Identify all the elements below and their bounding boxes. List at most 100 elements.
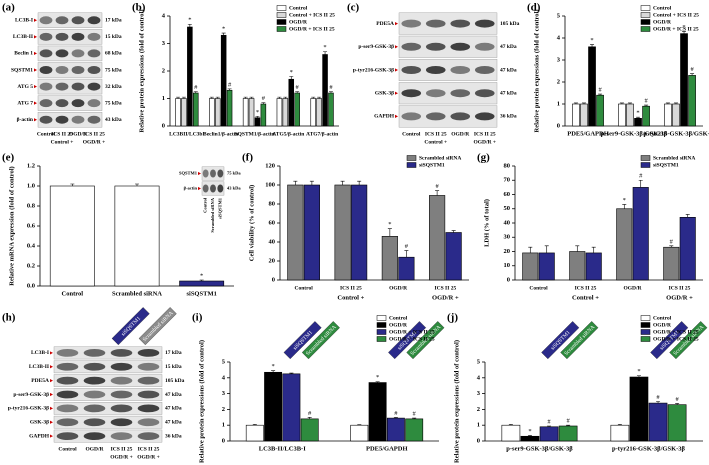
category-note: Control + <box>572 294 599 301</box>
significance-marker: # <box>262 95 266 102</box>
blot-band <box>56 376 79 385</box>
error-bar <box>328 91 333 93</box>
lane-label: OGD/R <box>85 446 104 452</box>
row-label: ATG 5 <box>17 84 33 90</box>
y-tick-label: 0 <box>162 122 165 129</box>
x-tick-label: ICS II 25 <box>340 285 362 291</box>
y-tick-label: 80 <box>269 200 276 207</box>
legend-swatch <box>276 5 287 11</box>
bar <box>181 98 187 127</box>
blot-strip <box>398 35 498 58</box>
error-bar <box>528 246 533 253</box>
x-tick-label: LC3BII/LC3bI <box>169 131 204 137</box>
bar <box>351 184 368 281</box>
y-tick-label: 3 <box>162 40 166 47</box>
blot-band <box>55 66 69 74</box>
blot-band <box>83 376 106 385</box>
error-bar <box>227 88 232 91</box>
error-bar <box>527 435 532 437</box>
category-note: OGD/R + <box>666 294 693 301</box>
legend-label: Scrambled siRNA <box>653 155 695 161</box>
tag-box <box>650 321 689 360</box>
bar <box>187 26 193 127</box>
y-tick-label: 2 <box>162 67 165 74</box>
legend-label: siSQSTM1 <box>653 162 679 168</box>
lane-label: Scrambled siRNA <box>210 197 215 232</box>
blot-band <box>39 99 53 108</box>
bar <box>616 208 633 281</box>
blot-band <box>137 349 160 357</box>
significance-marker: # <box>413 411 417 418</box>
blot-band <box>450 66 471 74</box>
significance-marker: # <box>308 410 312 417</box>
significance-marker: # <box>670 238 674 245</box>
bar <box>300 418 319 442</box>
y-axis-label: Relative protein expressions (fold of co… <box>533 10 540 133</box>
bar <box>322 54 328 127</box>
kda-label: 43 kDa <box>105 117 122 123</box>
legend-label: siSQSTM1 <box>419 162 445 168</box>
error-bar <box>295 91 300 93</box>
blot-band <box>56 349 79 357</box>
legend-label: OGD/R <box>653 322 672 328</box>
lane-label: OGD/R <box>451 131 470 137</box>
y-tick-label: 60 <box>504 191 511 198</box>
row-label: GAPDH <box>29 433 50 439</box>
kda-label: 47 kDa <box>165 406 182 412</box>
bar <box>580 103 588 127</box>
bar <box>405 418 424 442</box>
row-label: LC3B-II <box>29 364 49 370</box>
legend-label: Control + ICS II 25 <box>289 12 335 18</box>
bar <box>634 118 642 127</box>
y-tick-label: 40 <box>504 219 511 226</box>
blot-strip <box>53 388 163 401</box>
legend-swatch <box>276 19 287 25</box>
y-axis-label: Relative protein expressions (fold of co… <box>453 340 460 463</box>
bar <box>242 98 249 127</box>
panel-label: (b) <box>132 2 146 14</box>
kda-label: 105 kDa <box>165 378 185 384</box>
bar <box>175 98 181 127</box>
blot-band <box>110 362 133 371</box>
x-tick-label: LC3B-II/LC3B-I <box>259 445 306 452</box>
y-tick-label: 1 <box>557 100 560 107</box>
bar <box>381 236 398 281</box>
row-arrow <box>395 91 398 95</box>
y-tick-label: 0.2 <box>27 262 35 269</box>
row-arrow <box>34 118 37 122</box>
error-bar <box>283 96 288 99</box>
blot-band <box>39 49 53 58</box>
blot-band <box>401 112 422 121</box>
legend-swatch <box>406 155 417 161</box>
kda-label: 43 kDa <box>227 186 241 191</box>
bar <box>248 98 255 127</box>
blot-band <box>217 184 224 193</box>
row-arrow <box>198 186 201 191</box>
y-tick-label: 20 <box>269 257 276 264</box>
error-bar <box>317 96 322 99</box>
blot-band <box>110 432 133 440</box>
blot-strip <box>37 95 103 111</box>
legend-label: Control <box>289 5 308 11</box>
error-bar <box>682 31 687 34</box>
lane-note: OGD/R + <box>137 454 160 460</box>
lane-note: OGD/R + <box>83 139 106 145</box>
bar <box>260 103 267 127</box>
blot-band <box>474 66 495 74</box>
bar <box>522 252 539 281</box>
row-label: GSK-3β <box>30 419 49 425</box>
row-label: LC3B-I <box>15 18 33 24</box>
row-label: β-actin <box>17 117 33 123</box>
blot-band <box>110 376 133 385</box>
bar <box>501 424 521 442</box>
x-tick-label: PDE5/GAPDH <box>567 130 609 137</box>
error-bar <box>311 96 316 99</box>
kda-label: 68 kDa <box>105 51 122 57</box>
y-tick-label: 1 <box>222 422 225 429</box>
significance-marker: * <box>623 197 626 204</box>
x-tick-label: ATG7/β-actin <box>306 131 338 137</box>
error-bar <box>544 245 549 253</box>
legend-swatch <box>640 26 651 32</box>
legend-label: Control <box>653 315 672 321</box>
tag-box <box>138 307 177 346</box>
